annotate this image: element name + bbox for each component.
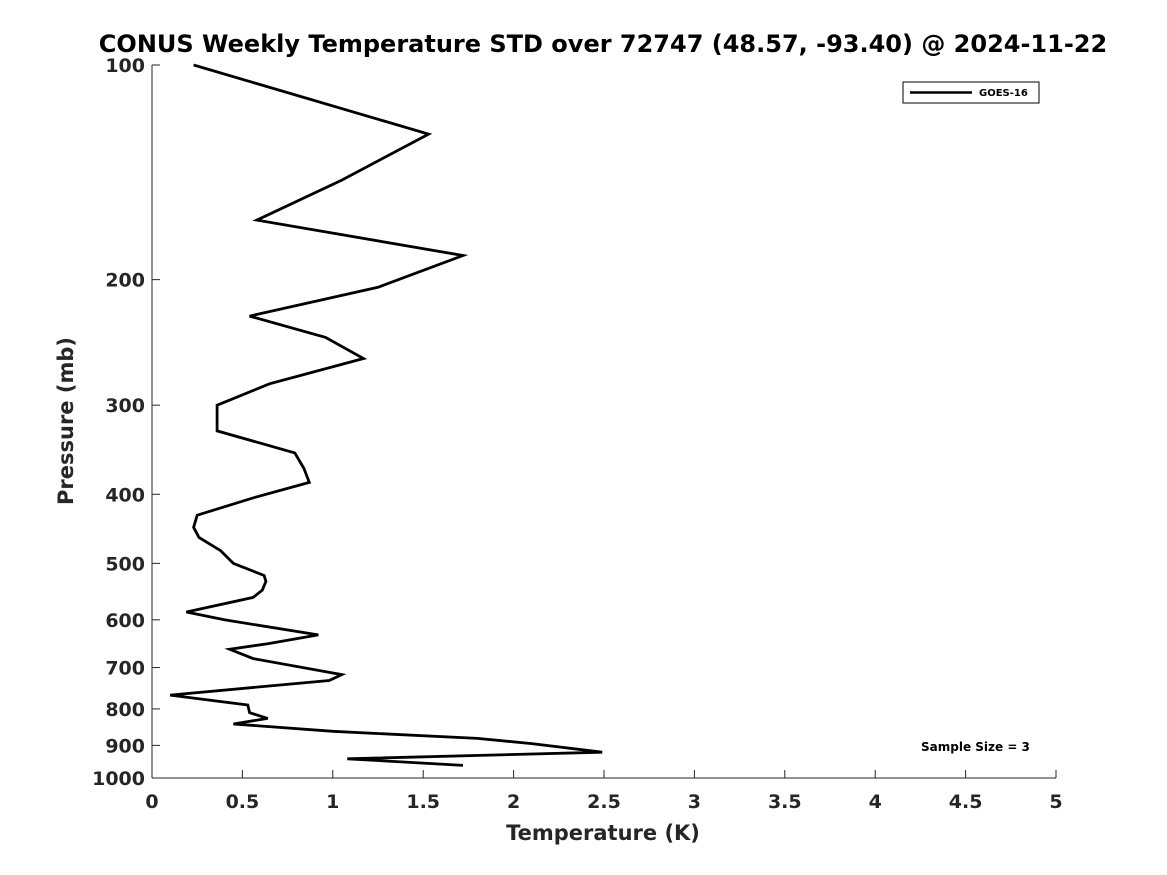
y-tick-label: 200 — [105, 270, 145, 292]
series-layer — [169, 63, 603, 767]
y-tick-label: 800 — [105, 699, 145, 721]
y-tick-label: 500 — [105, 553, 145, 575]
plot-axes — [151, 65, 1056, 779]
sample-size-annotation: Sample Size = 3 — [921, 740, 1030, 754]
x-tick-label: 4.5 — [949, 791, 983, 813]
y-tick-label: 100 — [105, 55, 145, 77]
y-axis-ticks: 100 200 300 400 500 600 700 800 900 1000 — [92, 55, 160, 790]
x-tick-label: 3.5 — [768, 791, 802, 813]
x-tick-label: 0.5 — [226, 791, 260, 813]
series-line — [169, 63, 603, 767]
y-tick-label: 700 — [105, 658, 145, 680]
x-tick-label: 4 — [869, 791, 882, 813]
legend-label: GOES-16 — [979, 88, 1028, 99]
x-axis-ticks: 0 0.5 1 1.5 2 2.5 3 3.5 4 4.5 5 — [145, 770, 1063, 813]
x-axis-label: Temperature (K) — [506, 821, 700, 845]
legend: GOES-16 — [902, 81, 1040, 104]
y-axis-label: Pressure (mb) — [54, 337, 78, 505]
x-tick-label: 5 — [1049, 791, 1062, 813]
y-tick-label: 600 — [105, 610, 145, 632]
y-tick-label: 400 — [105, 484, 145, 506]
x-tick-label: 1 — [326, 791, 339, 813]
x-tick-label: 2.5 — [587, 791, 621, 813]
y-tick-label: 300 — [105, 395, 145, 417]
x-tick-label: 0 — [145, 791, 158, 813]
chart-title: CONUS Weekly Temperature STD over 72747 … — [99, 30, 1107, 58]
x-tick-label: 1.5 — [406, 791, 440, 813]
x-tick-label: 2 — [507, 791, 520, 813]
y-tick-label: 900 — [105, 735, 145, 757]
y-tick-label: 1000 — [92, 768, 145, 790]
x-tick-label: 3 — [688, 791, 701, 813]
